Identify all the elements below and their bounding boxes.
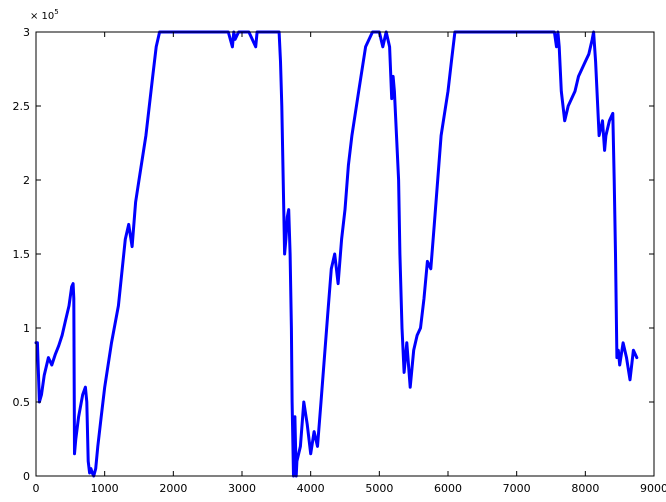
x-tick-label-1: 1000	[91, 482, 119, 495]
y-tick-label-0: 0	[23, 470, 30, 483]
y-tick-label-6: 3	[23, 26, 30, 39]
y-tick-label-5: 2.5	[13, 100, 31, 113]
x-tick-label-4: 4000	[297, 482, 325, 495]
y-axis-exponent: × 105	[30, 8, 59, 22]
x-tick-label-9: 9000	[640, 482, 666, 495]
y-axis-exponent-base: × 10	[30, 11, 54, 22]
y-axis-exponent-power: 5	[54, 8, 58, 16]
y-tick-label-4: 2	[23, 174, 30, 187]
y-tick-label-2: 1	[23, 322, 30, 335]
x-tick-label-6: 6000	[434, 482, 462, 495]
series-line-0	[34, 30, 639, 478]
y-tick-label-1: 0.5	[13, 396, 31, 409]
y-tick-label-3: 1.5	[13, 248, 31, 261]
x-tick-label-7: 7000	[503, 482, 531, 495]
x-tick-label-0: 0	[33, 482, 40, 495]
x-tick-label-8: 8000	[571, 482, 599, 495]
x-tick-label-3: 3000	[228, 482, 256, 495]
plot-layer	[34, 30, 639, 478]
x-tick-label-2: 2000	[159, 482, 187, 495]
axes-layer: 0 1000 2000 3000 4000 5000 6000 7000 8000 9000 0 0.…	[13, 26, 666, 495]
x-tick-label-5: 5000	[365, 482, 393, 495]
